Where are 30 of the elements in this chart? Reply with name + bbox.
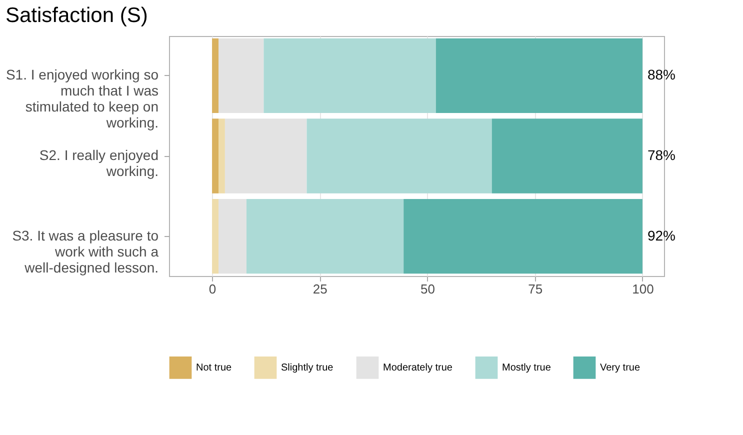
bar <box>404 198 642 274</box>
bar <box>212 38 218 114</box>
bar <box>306 118 492 194</box>
bar <box>264 38 436 114</box>
bar <box>218 198 246 274</box>
bar <box>218 38 264 114</box>
bar <box>212 198 218 274</box>
x-tick-label: 0 <box>208 282 216 296</box>
legend-label: Slightly true <box>281 362 334 374</box>
annotation: 88% <box>647 66 676 83</box>
annotation: 78% <box>647 147 676 163</box>
x-tick-label: 25 <box>312 282 328 296</box>
bar <box>224 118 307 194</box>
x-tick-label: 50 <box>420 282 435 296</box>
x-tick-label: 100 <box>632 282 654 296</box>
bar <box>492 118 642 194</box>
legend-label: Mostly true <box>502 362 552 374</box>
legend-label: Not true <box>196 362 232 374</box>
bar <box>246 198 404 274</box>
legend-label: Moderately true <box>383 362 453 374</box>
x-tick-label: 75 <box>528 282 543 296</box>
bar <box>218 118 225 194</box>
y-tick-label: S2. I really enjoyed working. <box>39 147 158 179</box>
y-tick-label: S1. I enjoyed working so much that I was stimulated to keep on working. <box>6 66 159 131</box>
y-tick-label: S3. It was a pleasure to work with such a well-designed lesson. <box>12 227 159 276</box>
legend-label: Very true <box>600 362 640 374</box>
bar <box>212 118 218 194</box>
annotation: 92% <box>647 227 676 244</box>
bar <box>436 38 642 114</box>
chart-title: Satisfaction (S) <box>5 4 148 27</box>
